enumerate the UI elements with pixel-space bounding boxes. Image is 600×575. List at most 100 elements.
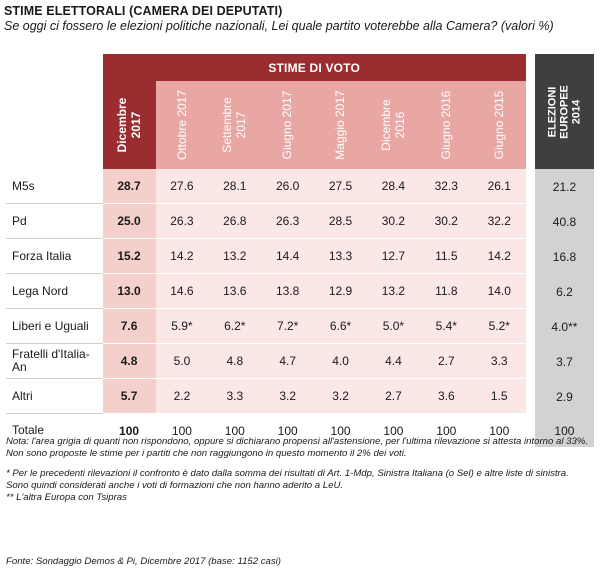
value-cell: 6.6*: [314, 309, 367, 344]
value-cell: 4.4: [367, 344, 420, 379]
eu-2014-value: 2.9: [534, 379, 594, 414]
value-cell: 27.6: [155, 169, 209, 204]
value-cell: 28.5: [314, 204, 367, 239]
eu-2014-value: 40.8: [534, 204, 594, 239]
value-cell: 4.8: [208, 344, 262, 379]
value-cell: 5.9*: [155, 309, 209, 344]
value-cell: 13.6: [208, 274, 262, 309]
col-header-maggio-2017: Maggio 2017: [314, 81, 367, 169]
col-label: Giugno 2016: [438, 90, 453, 160]
party-name: Liberi e Uguali: [6, 309, 103, 344]
value-cell: 28.4: [367, 169, 420, 204]
value-cell: 30.2: [419, 204, 473, 239]
party-row: Lega Nord 13.0 14.6 13.6 13.8 12.9 13.2 11.8 14.…: [6, 274, 594, 309]
eu-2014-label: ELEZIONI EUROPEE 2014: [546, 84, 583, 139]
notes-section: Nota: l'area grigia di quanti non rispon…: [6, 436, 592, 504]
col-header-settembre-2017: Settembre 2017: [208, 81, 262, 169]
value-cell: 27.5: [314, 169, 367, 204]
source-line: Fonte: Sondaggio Demos & Pi, Dicembre 20…: [6, 556, 281, 567]
value-cell: 100: [224, 423, 245, 438]
note-area-grigia: Nota: l'area grigia di quanti non rispon…: [6, 436, 589, 459]
value-cell: 2.7: [367, 379, 420, 414]
value-cell: 100: [330, 423, 351, 438]
party-row: Altri 5.7 2.2 3.3 3.2 3.2 2.7 3.6 1.5 2.9: [6, 379, 594, 414]
value-cell: 32.2: [472, 204, 526, 239]
value-cell: 14.6: [155, 274, 209, 309]
party-row: Forza Italia 15.2 14.2 13.2 14.4 13.3 12.7 11.5…: [6, 239, 594, 274]
value-cell: 13.3: [314, 239, 367, 274]
eu-2014-value: 100: [534, 414, 594, 447]
value-cell-latest: 13.0: [102, 274, 156, 309]
value-cell: 26.0: [261, 169, 315, 204]
note-asterisk: * Per le precedenti rilevazioni il confr…: [6, 468, 569, 491]
value-cell: 26.1: [472, 169, 526, 204]
value-cell: 3.3: [472, 344, 526, 379]
value-cell: 2.2: [155, 379, 209, 414]
value-cell: 13.8: [261, 274, 315, 309]
party-name: Totale: [12, 423, 45, 437]
note-double-asterisk: ** L'altra Europa con Tsipras: [6, 492, 127, 503]
value-cell: 4.7: [261, 344, 315, 379]
party-row: Pd 25.0 26.3 26.8 26.3 28.5 30.2 30.2 32.2 40.8: [6, 204, 594, 239]
party-row: M5s 28.7 27.6 28.1 26.0 27.5 28.4 32.3 26.1 21.2: [6, 169, 594, 204]
total-row: Totale 100 100 100 100 100 100 100 100 100: [6, 414, 594, 447]
value-cell: 14.2: [155, 239, 209, 274]
value-cell: 32.3: [419, 169, 473, 204]
value-cell: 12.7: [367, 239, 420, 274]
eu-2014-value: 4.0**: [534, 309, 594, 344]
col-label: Giugno 2017: [280, 90, 295, 160]
value-cell: 5.2*: [472, 309, 526, 344]
col-label: Ottobre 2017: [174, 89, 189, 161]
value-cell-latest: 5.7: [102, 379, 156, 414]
estimates-table: STIME DI VOTO ELEZIONI EUROPEE 2014 Dice…: [6, 54, 594, 447]
party-name: Lega Nord: [6, 274, 103, 309]
value-cell: 6.2*: [208, 309, 262, 344]
value-cell: 4.0: [314, 344, 367, 379]
col-label: Giugno 2015: [491, 90, 506, 160]
value-cell: 11.8: [419, 274, 473, 309]
value-cell: 13.2: [367, 274, 420, 309]
value-cell: 100: [436, 423, 457, 438]
eu-2014-value: 3.7: [534, 344, 594, 379]
party-name: Fratelli d'Italia-An: [6, 344, 103, 379]
table-title: STIME ELETTORALI (CAMERA DEI DEPUTATI): [4, 4, 283, 18]
col-header-giugno-2017: Giugno 2017: [261, 81, 315, 169]
stime-di-voto-header: STIME DI VOTO: [102, 54, 526, 81]
value-cell-latest: 15.2: [102, 239, 156, 274]
value-cell-latest: 4.8: [102, 344, 156, 379]
party-row: Liberi e Uguali 7.6 5.9* 6.2* 7.2* 6.6* 5.0* 5.…: [6, 309, 594, 344]
value-cell: 1.5: [472, 379, 526, 414]
col-header-giugno-2015: Giugno 2015: [472, 81, 526, 169]
party-name: Altri: [6, 379, 103, 414]
value-cell: 2.7: [419, 344, 473, 379]
period-header-row: Dicembre 2017 Ottobre 2017 Settembre 201…: [6, 81, 594, 169]
estimates-table-container: STIME DI VOTO ELEZIONI EUROPEE 2014 Dice…: [6, 54, 594, 447]
party-name: Pd: [6, 204, 103, 239]
value-cell: 14.0: [472, 274, 526, 309]
eu-2014-value: 21.2: [534, 169, 594, 204]
table-subtitle: Se oggi ci fossero le elezioni politiche…: [4, 19, 554, 33]
eu-2014-value: 6.2: [534, 274, 594, 309]
value-cell: 30.2: [367, 204, 420, 239]
value-cell-latest: 100: [102, 414, 156, 447]
value-cell: 3.6: [419, 379, 473, 414]
col-header-giugno-2016: Giugno 2016: [419, 81, 473, 169]
value-cell: 14.4: [261, 239, 315, 274]
col-label: Maggio 2017: [333, 90, 348, 160]
eu-2014-header: ELEZIONI EUROPEE 2014: [534, 54, 594, 169]
value-cell: 13.2: [208, 239, 262, 274]
value-cell: 14.2: [472, 239, 526, 274]
value-cell: 26.3: [155, 204, 209, 239]
party-name: Forza Italia: [6, 239, 103, 274]
col-header-ottobre-2017: Ottobre 2017: [155, 81, 209, 169]
value-cell: 5.4*: [419, 309, 473, 344]
value-cell: 26.3: [261, 204, 315, 239]
value-cell: 100: [171, 423, 192, 438]
col-header-dicembre-2017: Dicembre 2017: [102, 81, 156, 169]
value-cell: 3.3: [208, 379, 262, 414]
value-cell: 100: [277, 423, 298, 438]
value-cell: 100: [489, 423, 510, 438]
value-cell: 5.0*: [367, 309, 420, 344]
value-cell: 3.2: [261, 379, 315, 414]
value-cell: 5.0: [155, 344, 209, 379]
